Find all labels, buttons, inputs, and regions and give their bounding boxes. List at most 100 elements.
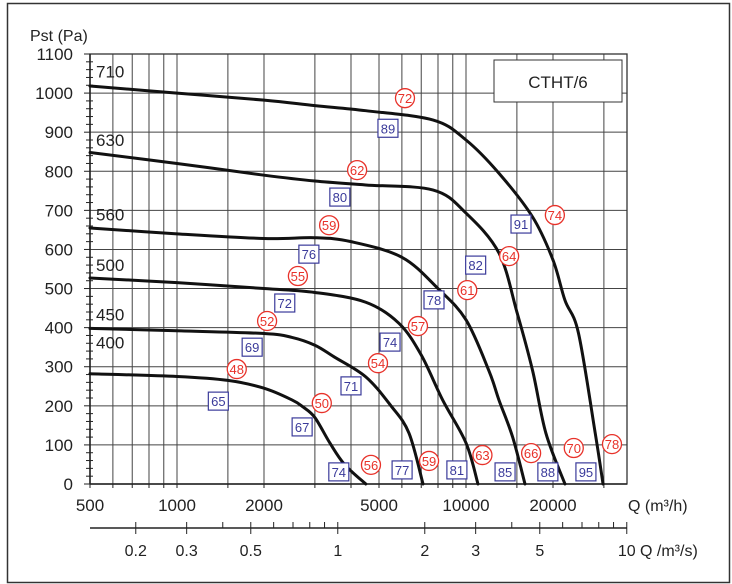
marker-label: 95 [579, 465, 593, 480]
marker-label: 89 [381, 121, 395, 136]
marker-square [291, 417, 313, 437]
marker-circle [544, 204, 566, 226]
noise-level-circle-marker: 63 [472, 444, 493, 466]
marker-label: 50 [315, 396, 329, 411]
y-tick-label: 1100 [36, 45, 73, 64]
noise-level-circle-marker: 74 [544, 204, 566, 226]
marker-square [274, 293, 296, 313]
x-tick-label: 5000 [360, 496, 398, 515]
marker-circle [394, 88, 416, 109]
x2-tick-label: 5 [535, 543, 544, 560]
marker-square [494, 462, 516, 482]
marker-label: 63 [475, 448, 489, 463]
y-tick-label: 700 [45, 201, 73, 220]
marker-label: 52 [260, 314, 274, 329]
marker-label: 55 [291, 269, 305, 284]
noise-level-circle-marker: 64 [498, 245, 520, 267]
marker-circle [520, 442, 542, 464]
marker-circle [318, 215, 340, 236]
x2-tick-label: 3 [471, 543, 480, 560]
legend-box: CTHT/6 [493, 59, 623, 103]
curves: 400 450 500 560 630 710 [88, 63, 605, 486]
noise-level-circle-marker: 48 [226, 358, 247, 380]
marker-label: 66 [524, 446, 538, 461]
y-tick-label: 900 [45, 123, 73, 142]
axes: 0 100 200 300 400 500 600 700 800 900 1000 1100 500 1… [35, 45, 636, 560]
marker-square [446, 460, 468, 480]
x2-tick-label: 0.3 [176, 543, 198, 560]
marker-circle [346, 159, 368, 181]
marker-circle [287, 265, 309, 287]
marker-label: 78 [427, 293, 441, 308]
marker-label: 91 [514, 217, 528, 232]
x2-tick-label: 2 [420, 543, 429, 560]
marker-square [465, 255, 487, 275]
curve-label-400: 400 [96, 333, 124, 352]
noise-level-circle-marker: 66 [520, 442, 542, 464]
curve-label-450: 450 [96, 306, 124, 325]
efficiency-square-marker: 65 [207, 391, 229, 411]
x-tick-label: 20000 [529, 496, 576, 515]
curve-label-500: 500 [96, 256, 124, 275]
efficiency-square-marker: 74 [379, 332, 401, 352]
marker-label: 56 [364, 458, 378, 473]
curve-500 [88, 276, 480, 486]
x2-tick-label: 10 [618, 543, 636, 560]
marker-circle [418, 450, 440, 472]
efficiency-square-marker: 67 [291, 417, 313, 437]
marker-label: 70 [567, 441, 581, 456]
marker-label: 81 [450, 463, 464, 478]
noise-level-circle-marker: 61 [457, 279, 478, 301]
marker-square [391, 460, 413, 480]
marker-square [379, 332, 401, 352]
efficiency-square-marker: 72 [274, 293, 296, 313]
marker-circle [563, 437, 584, 459]
efficiency-square-marker: 74 [328, 462, 350, 482]
marker-label: 71 [344, 379, 358, 394]
y-tick-label: 300 [45, 358, 73, 377]
noise-level-circle-marker: 54 [367, 353, 389, 374]
efficiency-square-marker: 76 [298, 244, 320, 264]
x2-tick-label: 1 [333, 543, 342, 560]
efficiency-square-marker: 69 [241, 337, 263, 357]
marker-square [510, 214, 532, 234]
marker-label: 82 [468, 258, 482, 273]
noise-level-circle-marker: 78 [601, 433, 623, 455]
efficiency-square-marker: 80 [329, 187, 351, 207]
marker-label: 61 [460, 283, 474, 298]
y-tick-label: 500 [45, 280, 73, 299]
noise-level-circle-marker: 62 [346, 159, 368, 181]
x2-tick-label: 0.2 [125, 543, 147, 560]
efficiency-square-marker: 89 [377, 118, 399, 138]
marker-square [329, 187, 351, 207]
marker-circle [407, 315, 429, 337]
efficiency-square-marker: 81 [446, 460, 468, 480]
efficiency-square-marker: 82 [465, 255, 487, 275]
marker-circle [457, 279, 478, 301]
marker-label: 77 [395, 463, 409, 478]
marker-label: 65 [211, 394, 225, 409]
curve-710 [88, 84, 605, 486]
marker-label: 74 [548, 208, 562, 223]
curve-label-710: 710 [96, 63, 124, 82]
marker-square [241, 337, 263, 357]
noise-level-circle-marker: 57 [407, 315, 429, 337]
efficiency-square-marker: 91 [510, 214, 532, 234]
marker-label: 72 [278, 296, 292, 311]
marker-label: 88 [541, 465, 555, 480]
marker-circle [311, 392, 332, 414]
marker-square [537, 462, 559, 482]
noise-level-circle-marker: 50 [311, 392, 332, 414]
efficiency-square-marker: 95 [575, 462, 597, 482]
marker-label: 64 [502, 249, 516, 264]
x-axis-title: Q (m³/h) [628, 498, 688, 515]
marker-square [423, 290, 445, 310]
y-tick-label: 200 [45, 397, 73, 416]
marker-label: 78 [605, 437, 619, 452]
marker-square [207, 391, 229, 411]
y-tick-label: 400 [45, 319, 73, 338]
marker-label: 76 [302, 247, 316, 262]
marker-label: 57 [411, 319, 425, 334]
noise-level-circle-marker: 59 [318, 215, 340, 236]
